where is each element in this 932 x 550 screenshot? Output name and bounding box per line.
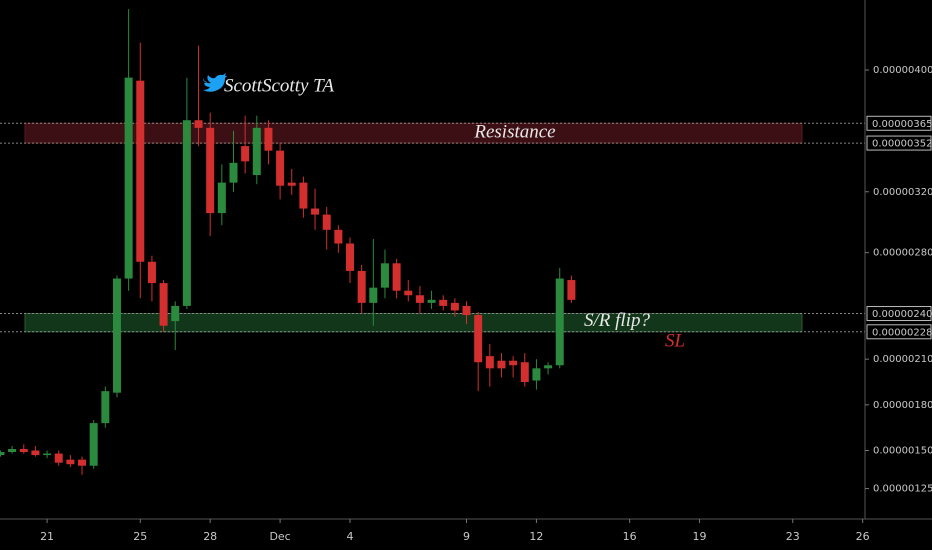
- candle-body: [229, 162, 238, 183]
- candle-body: [101, 391, 110, 424]
- candle-body: [31, 450, 40, 456]
- price-label-box: [866, 306, 932, 322]
- candle-body: [0, 452, 5, 456]
- candle-body: [485, 356, 494, 369]
- price-label: 0.00000365: [872, 119, 932, 130]
- candle-body: [264, 127, 273, 151]
- candle-body: [8, 448, 17, 453]
- y-tick-label: 0.00000320: [873, 187, 932, 198]
- candle-body: [439, 299, 448, 306]
- candle-body: [43, 453, 52, 456]
- candle-body: [346, 243, 355, 271]
- candle-body: [427, 299, 436, 303]
- candle-body: [520, 362, 529, 383]
- price-label-box: [866, 115, 932, 131]
- candle-body: [217, 182, 226, 214]
- zone-label: S/R flip?: [584, 310, 650, 331]
- candle-body: [19, 448, 28, 453]
- candle-body: [357, 270, 366, 303]
- candle-body: [497, 360, 506, 369]
- watermark: ScottScotty TA: [203, 73, 334, 96]
- candle-body: [54, 453, 63, 463]
- x-tick-label: 26: [856, 530, 870, 543]
- price-label: 0.00000228: [872, 327, 932, 338]
- candle-body: [462, 305, 471, 316]
- candle-body: [567, 280, 576, 300]
- y-tick-label: 0.00000280: [873, 248, 932, 259]
- candle-body: [252, 127, 261, 176]
- candle-body: [392, 263, 401, 291]
- candle-body: [369, 287, 378, 303]
- x-tick-label: 12: [529, 530, 543, 543]
- candle-body: [206, 127, 215, 214]
- candles: [0, 9, 576, 475]
- y-tick-label: 0.00000180: [873, 400, 932, 411]
- candle-body: [299, 182, 308, 209]
- candle-body: [89, 423, 98, 466]
- candle-body: [287, 182, 296, 186]
- candle-body: [66, 459, 75, 465]
- x-tick-label: Dec: [269, 530, 290, 543]
- y-tick-label: 0.00000210: [873, 354, 932, 365]
- watermark-text: ScottScotty TA: [224, 75, 334, 96]
- x-tick-label: 9: [463, 530, 470, 543]
- price-label-box: [866, 135, 932, 151]
- zone-label: Resistance: [473, 122, 555, 143]
- y-tick-label: 0.00000150: [873, 446, 932, 457]
- candle-body: [544, 365, 553, 369]
- price-label: 0.00000240: [872, 309, 932, 320]
- y-tick-label: 0.00000400: [873, 65, 932, 76]
- candle-body: [509, 360, 518, 366]
- sl-annotation: SL: [665, 330, 685, 351]
- x-tick-label: 4: [347, 530, 354, 543]
- candle-body: [276, 150, 285, 186]
- candle-body: [182, 120, 191, 306]
- x-tick-label: 21: [40, 530, 54, 543]
- price-label-box: [866, 324, 932, 340]
- candle-body: [78, 459, 87, 466]
- candle-body: [555, 278, 564, 366]
- x-tick-label: 28: [203, 530, 217, 543]
- zone: [24, 313, 803, 333]
- candle-body: [334, 229, 343, 244]
- price-label: 0.00000352: [872, 139, 932, 150]
- bird-icon: [203, 73, 227, 92]
- candle-body: [112, 278, 121, 393]
- candle-body: [171, 305, 180, 322]
- candle-body: [415, 295, 424, 303]
- candle-body: [380, 263, 389, 288]
- candle-body: [532, 368, 541, 381]
- candle-body: [124, 77, 133, 279]
- x-tick-label: 19: [693, 530, 707, 543]
- candle-body: [322, 214, 331, 230]
- zones: Resistance S/R flip?: [0, 122, 865, 333]
- y-tick-label: 0.00000125: [873, 484, 932, 495]
- x-tick-label: 25: [133, 530, 147, 543]
- candle-body: [241, 146, 250, 162]
- candle-body: [147, 261, 156, 284]
- x-tick-label: 23: [786, 530, 800, 543]
- candle-body: [136, 80, 145, 262]
- candle-body: [194, 120, 203, 128]
- candle-body: [450, 302, 459, 311]
- candle-body: [404, 290, 413, 296]
- candle-body: [311, 208, 320, 215]
- x-tick-label: 16: [623, 530, 637, 543]
- candle-body: [474, 315, 483, 363]
- candle-body: [159, 283, 168, 326]
